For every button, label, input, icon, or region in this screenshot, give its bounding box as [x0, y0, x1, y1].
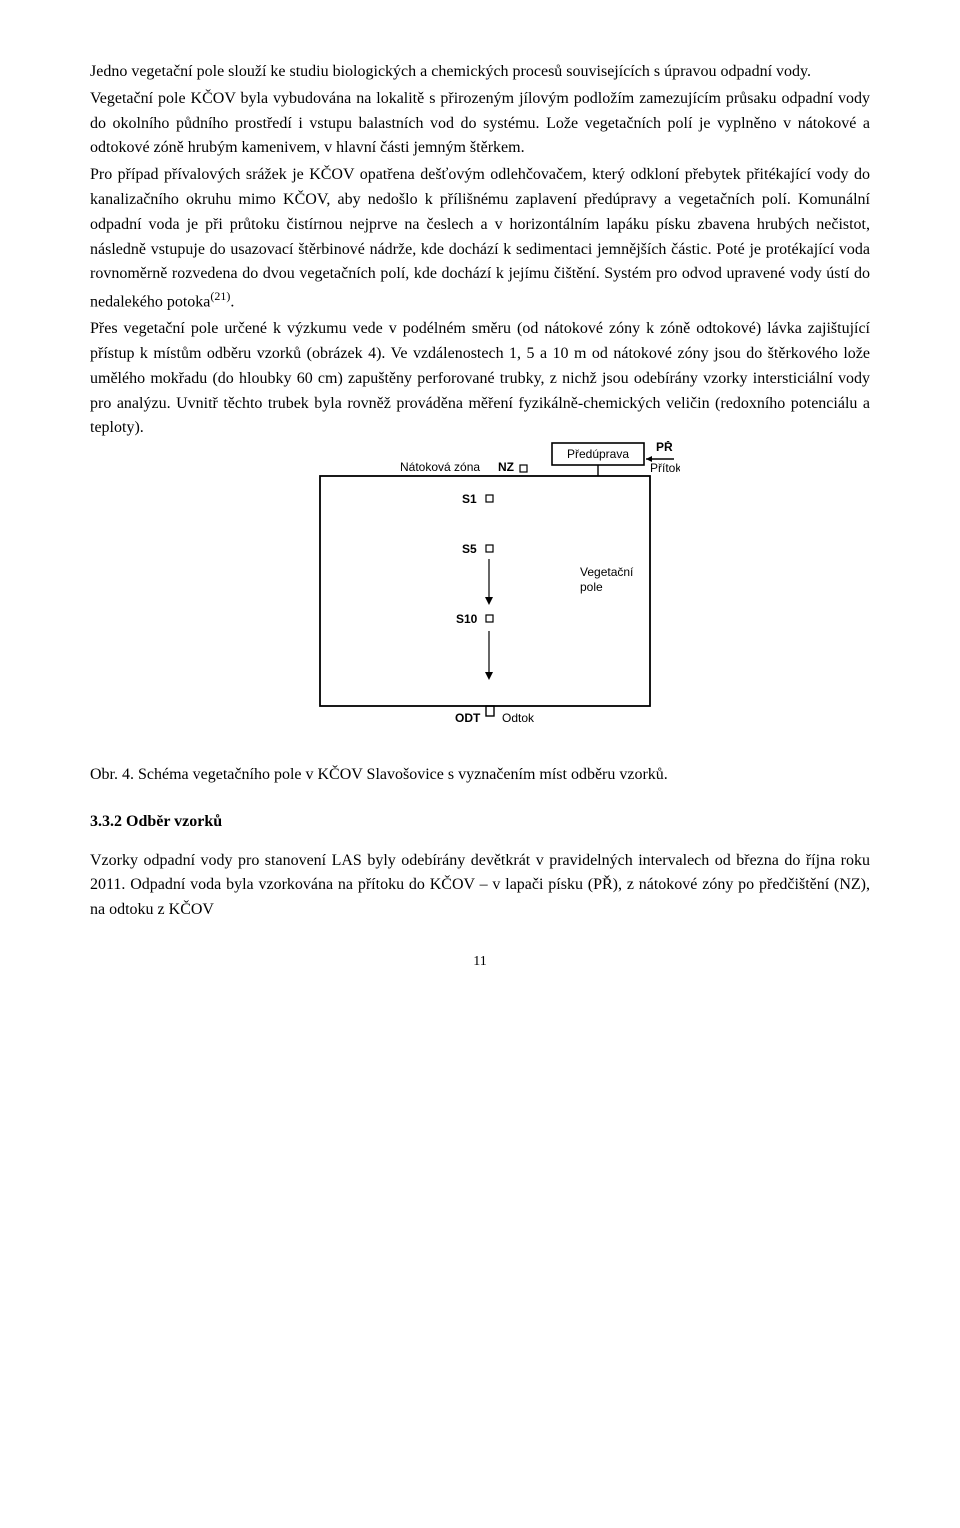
- predúprava-label: Předúprava: [567, 447, 629, 461]
- paragraph-4: Vzorky odpadní vody pro stanovení LAS by…: [90, 849, 870, 923]
- nz-marker: [520, 465, 527, 472]
- s5-marker: [486, 545, 493, 552]
- figure-4: Předúprava PŘ Přítok Nátoková zóna NZ S1…: [90, 441, 870, 745]
- s10-marker: [486, 615, 493, 622]
- figure-4-caption: Obr. 4. Schéma vegetačního pole v KČOV S…: [90, 763, 870, 788]
- s10-down-arrow-head: [485, 672, 493, 680]
- paragraph-2b: Pro případ přívalových srážek je KČOV op…: [90, 163, 870, 315]
- s5-s10-arrow-head: [485, 597, 493, 605]
- paragraph-2b-text: Pro případ přívalových srážek je KČOV op…: [90, 166, 870, 310]
- vegetacni-label: Vegetační: [580, 565, 634, 579]
- paragraph-2b-end: .: [230, 294, 234, 311]
- natokova-zona-label: Nátoková zóna: [400, 460, 480, 474]
- page-number: 11: [90, 951, 870, 973]
- reference-21: (21): [210, 289, 230, 303]
- s1-marker: [486, 495, 493, 502]
- s1-label: S1: [462, 492, 477, 506]
- odt-label: ODT: [455, 711, 481, 725]
- nz-label: NZ: [498, 460, 514, 474]
- figure-4-svg: Předúprava PŘ Přítok Nátoková zóna NZ S1…: [280, 441, 680, 736]
- paragraph-2a: Vegetační pole KČOV byla vybudována na l…: [90, 87, 870, 161]
- section-heading: 3.3.2 Odběr vzorků: [90, 810, 870, 835]
- pole-label: pole: [580, 580, 603, 594]
- paragraph-3: Přes vegetační pole určené k výzkumu ved…: [90, 317, 870, 441]
- odt-marker: [486, 706, 494, 716]
- s10-label: S10: [456, 612, 478, 626]
- odtok-label: Odtok: [502, 711, 535, 725]
- pritok-label: Přítok: [650, 461, 680, 475]
- pr-label: PŘ: [656, 441, 673, 454]
- s5-label: S5: [462, 542, 477, 556]
- paragraph-1: Jedno vegetační pole slouží ke studiu bi…: [90, 60, 870, 85]
